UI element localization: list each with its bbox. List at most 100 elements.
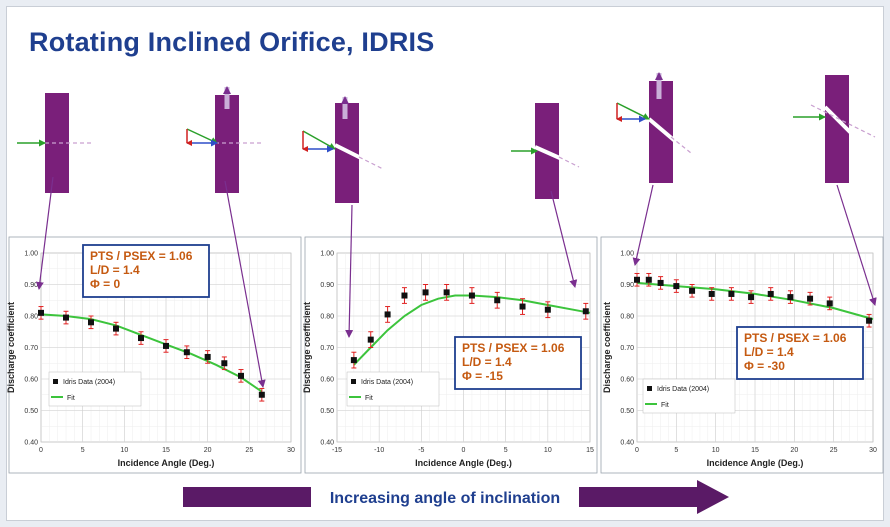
data-point	[422, 289, 429, 296]
inclination-banner: Increasing angle of inclination	[183, 480, 729, 514]
pointer-arrow	[550, 190, 578, 288]
data-point	[787, 294, 794, 301]
annotation-line: L/D = 1.4	[744, 345, 794, 359]
slide: Rotating Inclined Orifice, IDRIS	[6, 6, 884, 521]
x-tick-label: 0	[635, 447, 639, 454]
legend-label: Fit	[661, 402, 669, 409]
data-point	[367, 336, 374, 343]
y-tick-label: 1.00	[320, 251, 334, 258]
annotation-frame	[454, 336, 582, 390]
y-tick-label: 1.00	[24, 251, 38, 258]
data-point	[634, 276, 640, 283]
x-tick-label: -5	[418, 447, 424, 454]
diagram-canvas: 0 5 10 15 20 25 30 0.40 0.50 0.60 0.70 0.80 0.90 1.00…	[7, 72, 884, 514]
annotation-line: PTS / PSEX = 1.06	[744, 331, 847, 345]
data-point	[238, 372, 244, 379]
legend-label: Idris Data (2004)	[657, 386, 709, 393]
data-point	[88, 319, 94, 326]
data-point	[113, 325, 119, 332]
annotation-line: Φ = -30	[744, 359, 785, 373]
legend: Idris Data (2004) Fit	[346, 371, 440, 407]
pointer-arrow	[836, 184, 877, 306]
x-axis-label: Incidence Angle (Deg.)	[415, 458, 512, 468]
y-tick-label: 0.90	[24, 282, 38, 289]
x-tick-label: 30	[287, 447, 295, 454]
y-axis-label: Discharge coefficient	[602, 302, 612, 393]
legend-marker-data	[351, 379, 356, 384]
data-point	[443, 289, 450, 296]
y-axis-label: Discharge coefficient	[7, 302, 16, 393]
banner-arrow-right	[579, 480, 729, 514]
x-tick-label: 20	[204, 447, 212, 454]
data-point	[221, 360, 228, 367]
pointer-arrow	[35, 176, 54, 290]
x-tick-label: 25	[245, 447, 253, 454]
annotation-line: PTS / PSEX = 1.06	[462, 341, 565, 355]
data-point	[519, 303, 526, 310]
legend-label: Fit	[365, 395, 373, 402]
orifice-passage	[558, 156, 580, 168]
data-point	[826, 300, 833, 307]
x-tick-label: 25	[830, 447, 838, 454]
data-point	[582, 308, 589, 315]
orifice-sketch-1	[17, 93, 92, 193]
annotation-box: PTS / PSEX = 1.06L/D = 1.4Φ = 0	[82, 244, 210, 298]
x-tick-label: 0	[462, 447, 466, 454]
x-axis-label: Incidence Angle (Deg.)	[707, 458, 804, 468]
x-tick-label: 0	[39, 447, 43, 454]
y-tick-label: 0.70	[620, 345, 634, 352]
y-tick-label: 0.60	[620, 377, 634, 384]
orifice-plate	[215, 95, 239, 193]
x-tick-label: 5	[504, 447, 508, 454]
data-point	[673, 283, 680, 290]
y-tick-label: 0.70	[24, 345, 38, 352]
y-tick-label: 0.60	[24, 377, 38, 384]
x-tick-label: 5	[81, 447, 85, 454]
x-tick-label: 10	[544, 447, 552, 454]
data-point	[204, 353, 211, 360]
annotation-line: L/D = 1.4	[90, 263, 140, 277]
x-tick-label: 15	[162, 447, 170, 454]
annotation-line: L/D = 1.4	[462, 355, 512, 369]
orifice-sketch-3	[302, 96, 384, 203]
x-axis-label: Incidence Angle (Deg.)	[118, 458, 215, 468]
y-tick-label: 0.80	[320, 314, 334, 321]
annotation-box: PTS / PSEX = 1.06L/D = 1.4Φ = -15	[454, 336, 582, 390]
data-point	[708, 290, 715, 297]
data-point	[544, 306, 551, 313]
data-point	[748, 294, 755, 301]
orifice-passage	[358, 156, 384, 170]
y-tick-label: 0.40	[320, 440, 334, 447]
y-axis-label: Discharge coefficient	[302, 302, 312, 393]
annotation-line: Φ = -15	[462, 369, 503, 383]
x-tick-label: 5	[674, 447, 678, 454]
x-tick-label: 30	[869, 447, 877, 454]
orifice-passage	[823, 105, 853, 135]
data-point	[494, 297, 501, 304]
orifice-passage	[534, 145, 563, 161]
y-tick-label: 0.50	[24, 408, 38, 415]
y-tick-label: 0.40	[24, 440, 38, 447]
pointer-arrow	[632, 184, 654, 266]
x-tick-label: 15	[751, 447, 759, 454]
data-point	[350, 357, 357, 364]
annotation-frame	[82, 244, 210, 298]
orifice-passage	[810, 104, 876, 138]
legend-label: Fit	[67, 395, 75, 402]
legend-label: Idris Data (2004)	[361, 379, 413, 386]
data-point	[38, 309, 44, 316]
orifice-sketch-5	[616, 72, 692, 183]
data-point	[689, 287, 696, 294]
legend-label: Idris Data (2004)	[63, 379, 115, 386]
data-point	[657, 279, 664, 286]
fit-line	[40, 313, 263, 393]
slide-title: Rotating Inclined Orifice, IDRIS	[29, 27, 435, 57]
annotation-frame	[736, 326, 864, 380]
y-tick-label: 0.90	[620, 282, 634, 289]
data-point	[63, 314, 69, 321]
legend-box	[642, 378, 736, 414]
legend: Idris Data (2004) Fit	[48, 371, 142, 407]
x-tick-label: -15	[332, 447, 342, 454]
pointer-arrow	[345, 204, 354, 338]
data-point	[384, 311, 391, 318]
